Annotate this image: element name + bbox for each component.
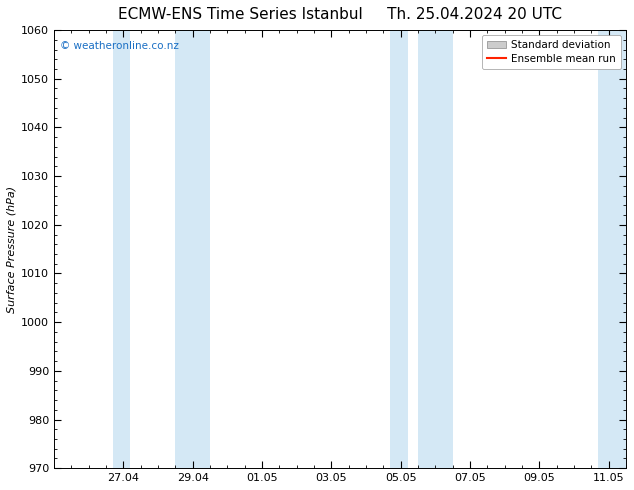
Bar xyxy=(176,30,210,468)
Title: ECMW-ENS Time Series Istanbul     Th. 25.04.2024 20 UTC: ECMW-ENS Time Series Istanbul Th. 25.04.… xyxy=(118,7,562,22)
Text: © weatheronline.co.nz: © weatheronline.co.nz xyxy=(60,41,179,51)
Legend: Standard deviation, Ensemble mean run: Standard deviation, Ensemble mean run xyxy=(482,35,621,69)
Y-axis label: Surface Pressure (hPa): Surface Pressure (hPa) xyxy=(7,186,17,313)
Bar xyxy=(113,30,131,468)
Bar xyxy=(391,30,408,468)
Bar xyxy=(418,30,453,468)
Bar xyxy=(598,30,626,468)
